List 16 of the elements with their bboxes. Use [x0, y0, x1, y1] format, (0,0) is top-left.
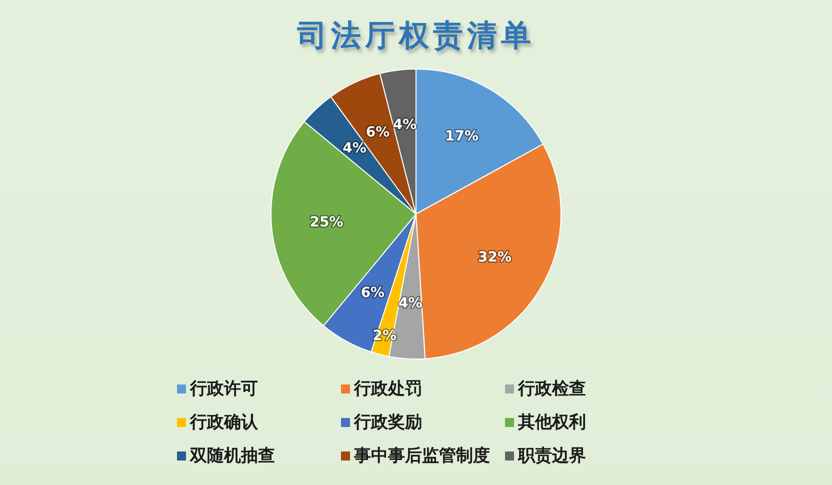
- legend-label: 行政奖励: [353, 412, 422, 432]
- data-label: 4%: [342, 140, 366, 156]
- legend-label: 行政检查: [517, 379, 586, 399]
- chart-title: 司法厅权责清单: [296, 18, 535, 54]
- data-label: 17%: [445, 128, 479, 145]
- legend-label: 行政确认: [189, 412, 259, 432]
- legend-label: 行政许可: [189, 379, 258, 399]
- legend-label: 双随机抽查: [189, 446, 275, 466]
- legend-label: 事中事后监管制度: [353, 446, 490, 466]
- data-label: 32%: [478, 249, 512, 266]
- legend-label: 其他权利: [517, 412, 586, 432]
- data-label: 25%: [310, 214, 344, 230]
- data-label: 6%: [366, 124, 390, 141]
- data-label: 6%: [360, 284, 385, 301]
- legend-label: 行政处罚: [353, 379, 422, 399]
- legend-label: 职责边界: [517, 446, 586, 466]
